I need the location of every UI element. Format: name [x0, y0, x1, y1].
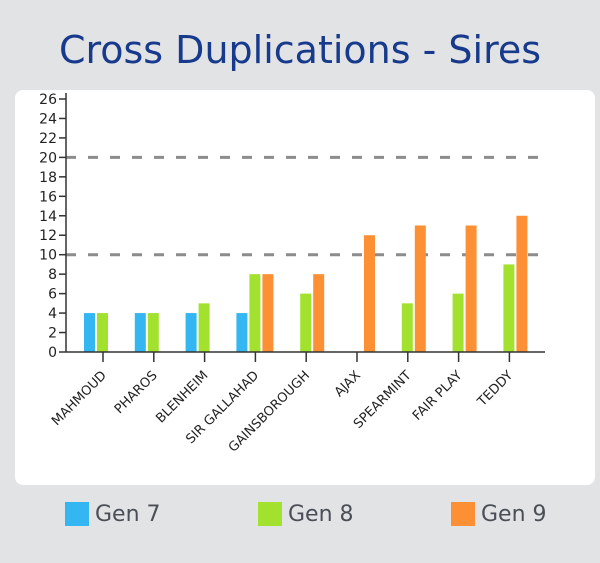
bar-gen8 [503, 264, 515, 352]
bar-gen8 [198, 303, 210, 352]
bar-gen8 [452, 293, 464, 352]
x-tick-label: FAIR PLAY [410, 368, 465, 423]
legend-item-gen9: Gen 9 [451, 500, 547, 528]
bar-gen8 [300, 293, 312, 352]
bar-gen8 [97, 313, 108, 352]
x-tick-label: MAHMOUD [49, 368, 110, 429]
y-tick-label: 16 [39, 189, 57, 205]
legend-label-gen8: Gen 8 [288, 501, 354, 527]
bar-gen9 [313, 274, 325, 352]
legend-swatch-gen9 [451, 502, 475, 526]
bar-gen9 [465, 225, 477, 352]
bar-gen7 [185, 313, 197, 352]
bar-gen9 [364, 235, 375, 352]
legend-swatch-gen7 [65, 502, 89, 526]
x-tick-label: TEDDY [474, 368, 516, 410]
chart-panel [15, 90, 595, 485]
legend-item-gen8: Gen 8 [258, 500, 354, 528]
legend-item-gen7: Gen 7 [65, 500, 161, 528]
y-tick-label: 14 [39, 209, 57, 225]
legend-label-gen7: Gen 7 [95, 501, 161, 527]
y-tick-label: 26 [39, 92, 57, 108]
bar-gen9 [516, 215, 528, 352]
bar-gen9 [262, 274, 274, 352]
y-tick-label: 22 [39, 131, 57, 147]
bar-gen7 [236, 313, 248, 352]
y-tick-label: 0 [48, 345, 57, 361]
y-tick-label: 10 [39, 248, 57, 264]
y-tick-label: 18 [39, 170, 57, 186]
bar-gen8 [249, 274, 261, 352]
x-tick-label: PHAROS [112, 368, 161, 417]
legend-label-gen9: Gen 9 [481, 501, 547, 527]
y-tick-label: 20 [39, 150, 57, 166]
y-tick-label: 2 [48, 326, 57, 342]
bar-gen7 [134, 313, 146, 352]
y-tick-label: 4 [48, 306, 57, 322]
y-tick-label: 8 [48, 267, 57, 283]
bar-gen7 [84, 313, 95, 352]
bar-gen8 [147, 313, 159, 352]
chart-title: Cross Duplications - Sires [58, 28, 542, 72]
y-tick-label: 12 [39, 228, 57, 244]
x-tick-label: AJAX [332, 368, 364, 400]
y-tick-label: 24 [39, 111, 57, 127]
y-tick-label: 6 [48, 287, 57, 303]
legend-swatch-gen8 [258, 502, 282, 526]
bar-gen9 [414, 225, 426, 352]
bar-gen8 [401, 303, 413, 352]
